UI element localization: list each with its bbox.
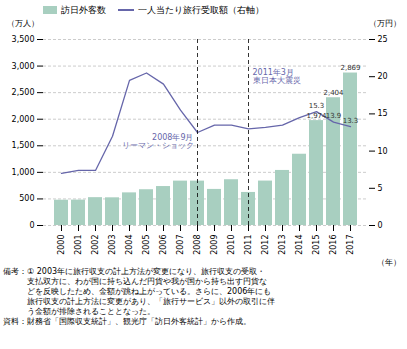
- svg-text:2,869: 2,869: [340, 64, 360, 72]
- html-text:一人当たり旅行受取額（右軸）: 一人当たり旅行受取額（右軸）: [138, 4, 264, 15]
- svg-text:2009: 2009: [210, 235, 219, 255]
- svg-text:13.3: 13.3: [343, 117, 359, 125]
- svg-text:500: 500: [19, 194, 34, 203]
- svg-text:2006: 2006: [159, 235, 168, 255]
- svg-text:2008: 2008: [193, 235, 202, 255]
- svg-text:13.9: 13.9: [326, 112, 342, 120]
- svg-text:2011: 2011: [244, 235, 253, 255]
- svg-text:1,974: 1,974: [306, 112, 327, 120]
- svg-text:2016: 2016: [329, 235, 338, 255]
- svg-text:25: 25: [378, 35, 388, 44]
- svg-text:15: 15: [378, 109, 388, 118]
- svg-text:20: 20: [378, 72, 388, 81]
- svg-text:（万人）: （万人）: [7, 19, 39, 28]
- svg-text:2,000: 2,000: [12, 115, 35, 124]
- svg-text:2013: 2013: [278, 235, 287, 255]
- html-text:う金額が排除されることとなった。: う金額が排除されることとなった。: [3, 307, 155, 316]
- svg-text:10: 10: [378, 147, 388, 156]
- svg-text:15.3: 15.3: [309, 102, 325, 110]
- html-text:備考：① 2003年に旅行収支の計上方法が変更になり、旅行収: 備考：① 2003年に旅行収支の計上方法が変更になり、旅行収支の受取・: [3, 267, 266, 276]
- svg-text:2005: 2005: [142, 235, 151, 255]
- html-text:どを反映したため、金額が跳ね上がっている。さらに、2006年: どを反映したため、金額が跳ね上がっている。さらに、2006年にも: [3, 287, 272, 296]
- svg-text:2003: 2003: [108, 235, 117, 255]
- svg-text:2,500: 2,500: [12, 88, 35, 97]
- html-text:訪日外客数: 訪日外客数: [61, 4, 106, 15]
- svg-text:2011年3月東日本大震災: 2011年3月東日本大震災: [253, 68, 301, 85]
- svg-text:（年）: （年）: [377, 258, 401, 267]
- svg-text:2004: 2004: [125, 235, 134, 255]
- svg-text:（万円）: （万円）: [369, 19, 401, 28]
- svg-text:1,000: 1,000: [12, 168, 35, 177]
- html-text:資料：財務省「国際収支統計」、観光庁「訪日外客統計」から作成: 資料：財務省「国際収支統計」、観光庁「訪日外客統計」から作成。: [3, 317, 251, 326]
- svg-text:2014: 2014: [295, 235, 304, 255]
- svg-text:2012: 2012: [261, 235, 270, 255]
- svg-text:2015: 2015: [312, 235, 321, 255]
- svg-text:5: 5: [378, 184, 383, 193]
- svg-text:2000: 2000: [57, 235, 66, 255]
- svg-text:2010: 2010: [227, 235, 236, 255]
- svg-text:2002: 2002: [91, 235, 100, 255]
- html-text:支払双方に、わが国に持ち込んだ円貨や我が国から持ち出す円貨な: 支払双方に、わが国に持ち込んだ円貨や我が国から持ち出す円貨な: [3, 277, 267, 286]
- svg-text:3,500: 3,500: [12, 35, 35, 44]
- svg-text:2,404: 2,404: [323, 89, 344, 97]
- svg-text:1,500: 1,500: [12, 141, 35, 150]
- svg-text:2001: 2001: [74, 235, 83, 255]
- svg-text:2008年9月リーマン・ショック: 2008年9月リーマン・ショック: [122, 133, 194, 150]
- svg-text:3,000: 3,000: [12, 62, 35, 71]
- svg-text:2007: 2007: [176, 235, 185, 255]
- html-text:旅行収支の計上方法に変更があり、「旅行サービス」以外の取引に: 旅行収支の計上方法に変更があり、「旅行サービス」以外の取引に伴: [3, 297, 275, 306]
- svg-text:0: 0: [378, 221, 383, 230]
- svg-text:0: 0: [29, 221, 34, 230]
- svg-text:2017: 2017: [346, 235, 355, 255]
